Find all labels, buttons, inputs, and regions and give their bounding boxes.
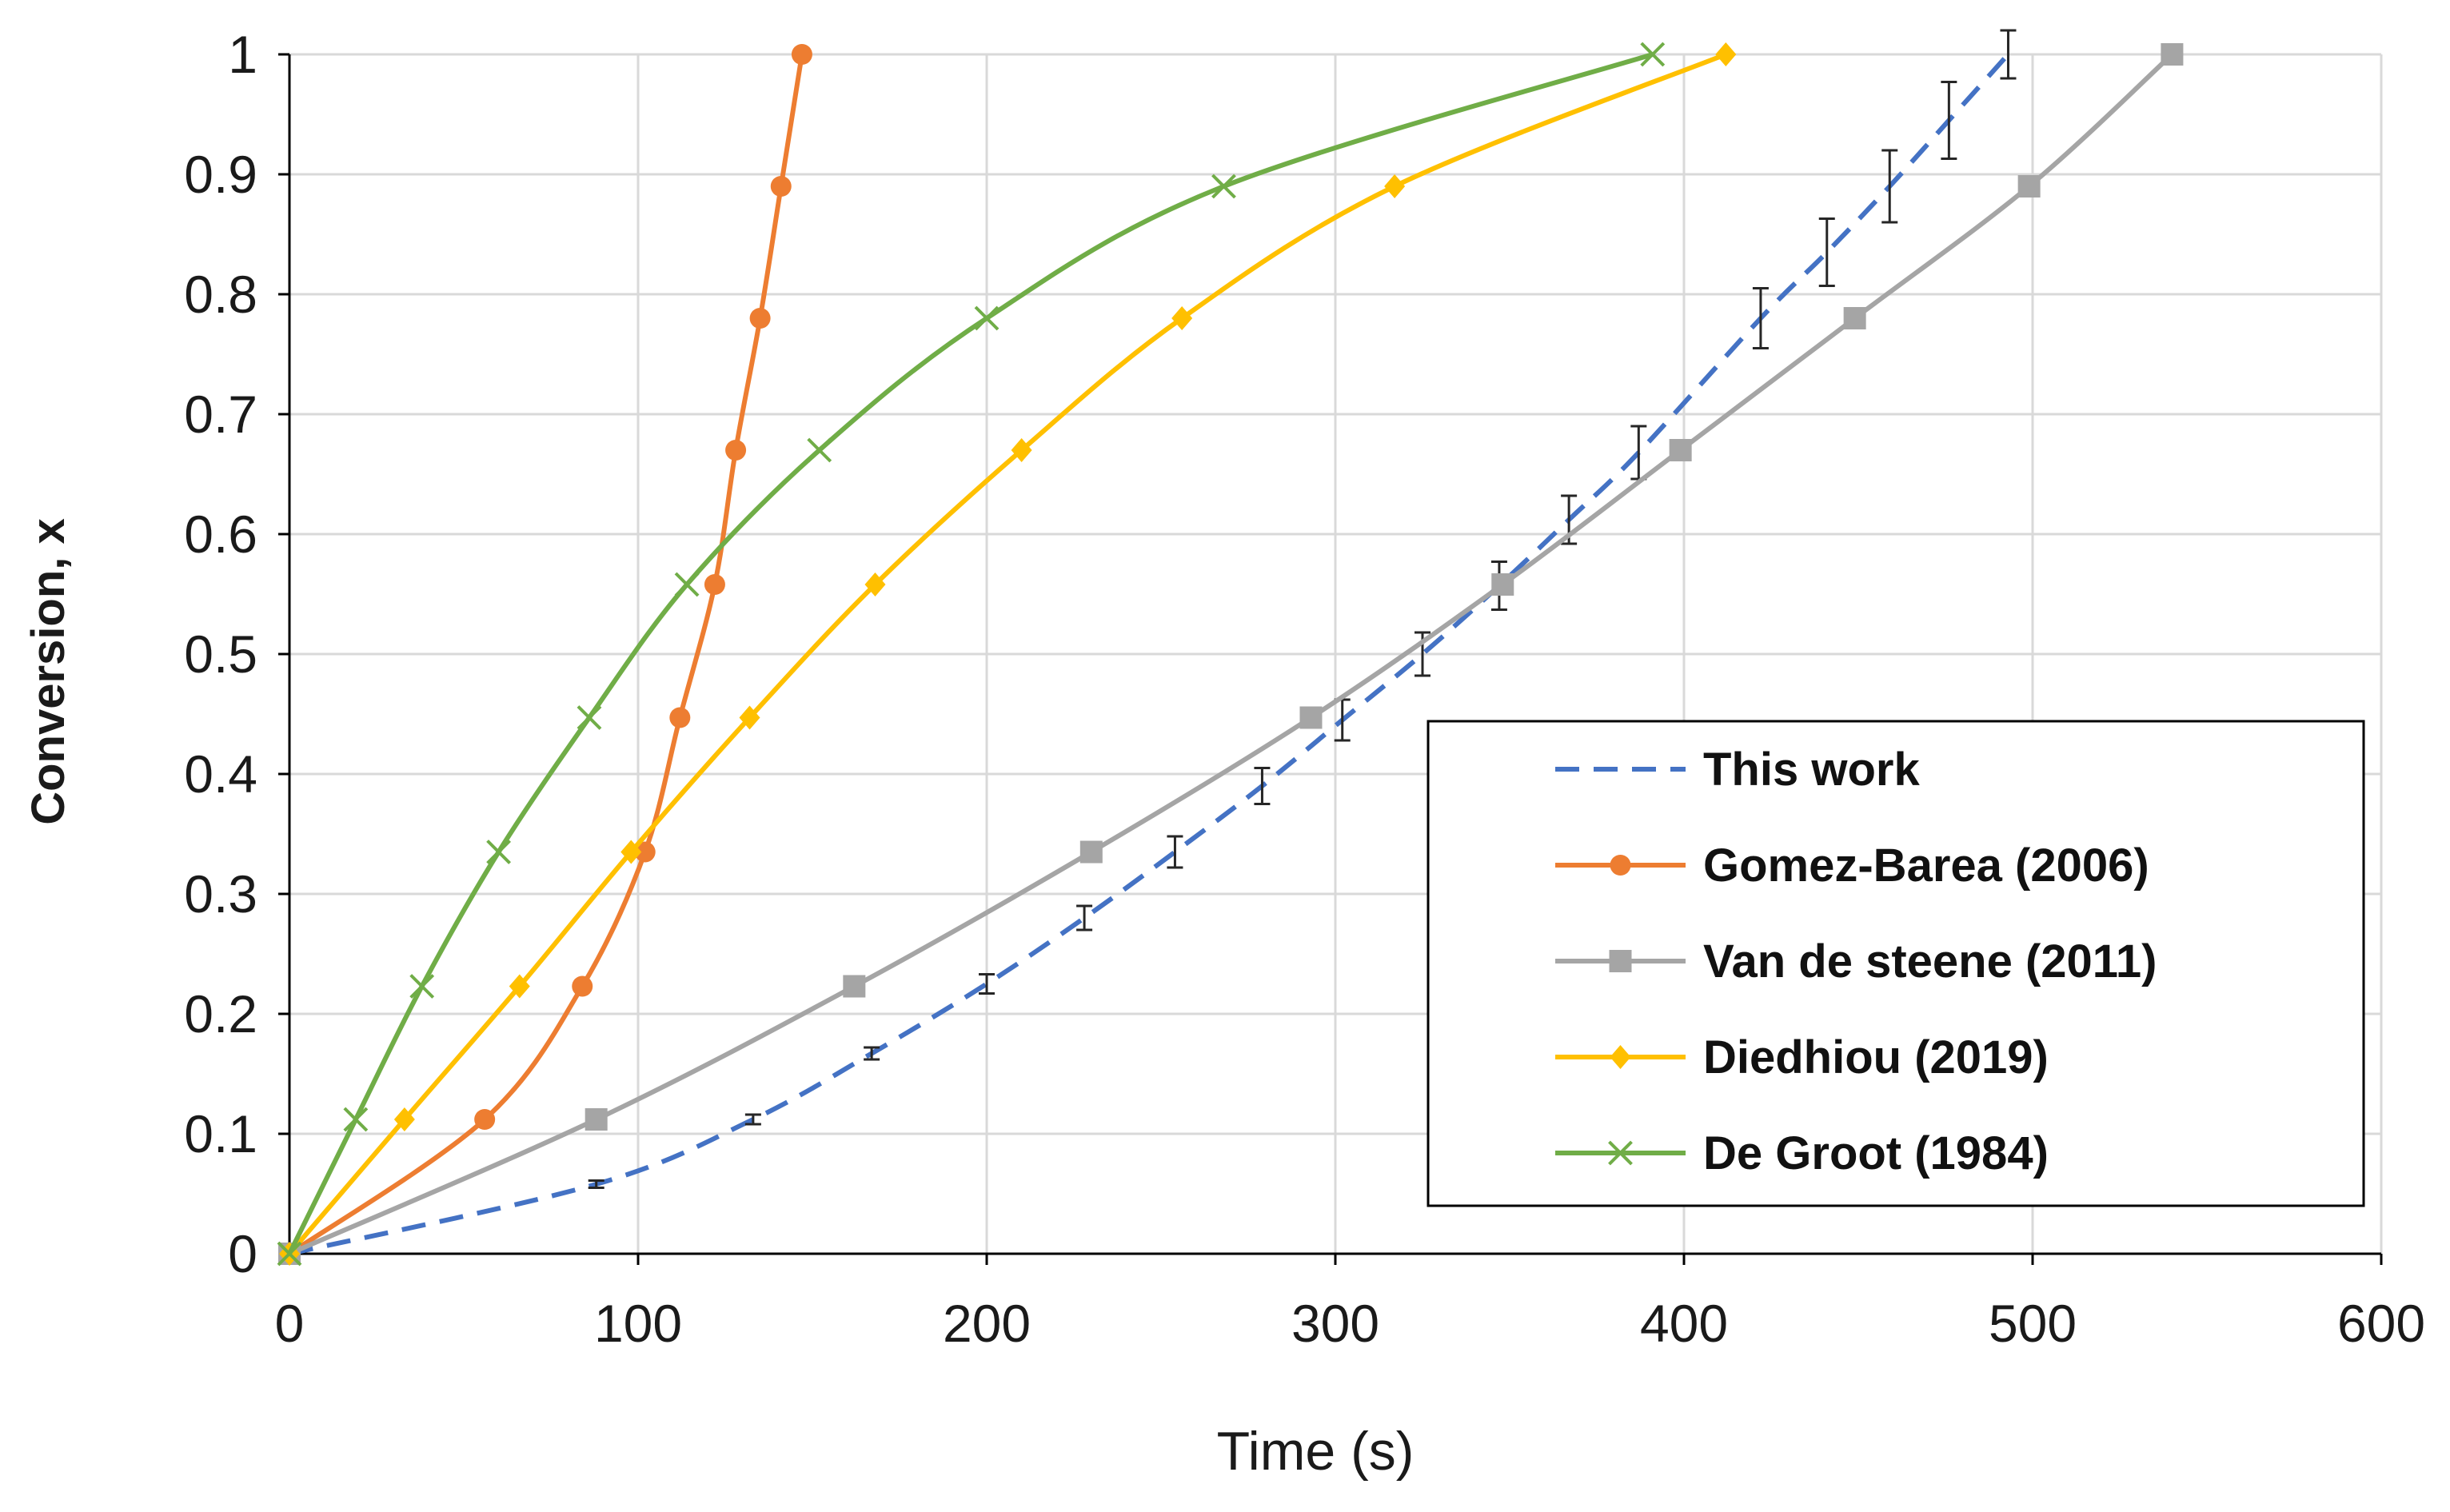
data-point xyxy=(739,705,760,730)
x-axis-title: Time (s) xyxy=(1217,1421,1415,1482)
data-point-stroke xyxy=(807,437,832,463)
data-point xyxy=(577,705,602,730)
data-point-stroke xyxy=(343,1107,369,1132)
y-tick-label: 0.6 xyxy=(184,505,257,564)
data-point xyxy=(509,974,530,999)
x-tick-label: 200 xyxy=(943,1294,1031,1353)
data-point xyxy=(1640,42,1666,67)
legend-marker xyxy=(1609,950,1632,972)
y-tick-label: 0.5 xyxy=(184,624,257,684)
x-tick-label: 500 xyxy=(1989,1294,2077,1353)
data-point-stroke xyxy=(577,705,602,730)
legend-label: De Groot (1984) xyxy=(1703,1127,2049,1179)
x-tick-label: 100 xyxy=(594,1294,682,1353)
legend-label: Van de steene (2011) xyxy=(1703,936,2157,987)
data-point xyxy=(620,840,642,864)
data-point xyxy=(409,974,435,999)
legend-entry: Gomez-Barea (2006) xyxy=(1555,840,2149,892)
x-tick-label: 300 xyxy=(1291,1294,1379,1353)
data-point-stroke xyxy=(674,572,700,597)
y-tick-label: 0.4 xyxy=(184,744,257,804)
series-line xyxy=(287,52,1727,1255)
data-point xyxy=(864,572,886,596)
data-point xyxy=(725,440,747,461)
tick-labels: 0 0.1 0.2 0.3 0.4 0.5 0.6 0.7 0.8 0.9 1 0 100 200 300 4… xyxy=(184,25,2425,1353)
data-point xyxy=(1715,42,1737,66)
data-point xyxy=(1079,840,1103,864)
legend-label: This work xyxy=(1703,744,1920,796)
data-point-stroke xyxy=(1640,42,1666,67)
data-point xyxy=(1211,174,1236,199)
data-point xyxy=(2161,43,2184,66)
data-point xyxy=(1843,307,1866,329)
legend-marker xyxy=(1610,1045,1631,1069)
data-point-stroke xyxy=(974,305,1000,331)
legend-entry: De Groot (1984) xyxy=(1555,1127,2049,1179)
data-point xyxy=(749,308,771,329)
data-point xyxy=(585,1108,608,1131)
legend-marker xyxy=(1610,855,1631,876)
y-tick-label: 0.7 xyxy=(184,385,257,444)
data-point xyxy=(791,44,812,65)
y-axis-title: Conversion, x xyxy=(22,518,74,825)
data-point-stroke xyxy=(486,840,512,864)
data-point xyxy=(1384,174,1406,198)
x-tick-label: 0 xyxy=(275,1294,305,1353)
legend-marker xyxy=(1608,1140,1633,1166)
series-0 xyxy=(289,29,2017,1256)
legend-label: Gomez-Barea (2006) xyxy=(1703,840,2149,892)
x-tick-label: 400 xyxy=(1640,1294,1728,1353)
data-point xyxy=(572,975,593,997)
data-point xyxy=(1171,306,1193,330)
data-point xyxy=(669,707,691,728)
y-tick-label: 0 xyxy=(228,1224,257,1283)
legend-entry: Van de steene (2011) xyxy=(1555,936,2157,987)
legend-marker-stroke xyxy=(1608,1140,1633,1166)
data-point xyxy=(770,176,792,197)
data-point-stroke xyxy=(277,1241,302,1267)
data-point xyxy=(807,437,832,463)
y-tick-label: 0.3 xyxy=(184,864,257,924)
y-tick-label: 0.8 xyxy=(184,265,257,324)
legend-entry: This work xyxy=(1555,744,1920,796)
legend: This work Gomez-Barea (2006) Van de steene… xyxy=(1427,720,2365,1207)
data-point xyxy=(704,574,725,595)
data-point xyxy=(277,1241,302,1267)
series-line xyxy=(288,52,2174,1256)
y-tick-label: 1 xyxy=(228,25,257,84)
series-4 xyxy=(277,42,1666,1267)
data-point xyxy=(1669,439,1692,461)
y-tick-label: 0.2 xyxy=(184,984,257,1043)
data-point xyxy=(1491,573,1514,596)
data-point xyxy=(1299,706,1323,729)
data-point xyxy=(674,572,700,597)
legend-label: Diedhiou (2019) xyxy=(1703,1031,2049,1083)
data-point xyxy=(486,840,512,864)
data-point xyxy=(1011,438,1032,462)
data-point xyxy=(974,305,1000,331)
data-point xyxy=(634,841,656,863)
legend-entry: Diedhiou (2019) xyxy=(1555,1031,2049,1083)
axes xyxy=(278,53,2383,1265)
data-point xyxy=(343,1107,369,1132)
series-2 xyxy=(278,43,2184,1265)
series-line xyxy=(288,54,804,1256)
y-tick-label: 0.9 xyxy=(184,145,257,204)
data-point xyxy=(843,975,866,998)
series-lines xyxy=(277,29,2184,1267)
x-tick-label: 600 xyxy=(2337,1294,2425,1353)
data-point xyxy=(2017,175,2041,197)
data-point xyxy=(474,1109,496,1130)
series-1 xyxy=(279,44,812,1264)
y-tick-label: 0.1 xyxy=(184,1104,257,1163)
data-point-stroke xyxy=(409,974,435,999)
data-point xyxy=(393,1107,415,1131)
data-point-stroke xyxy=(1211,174,1236,199)
